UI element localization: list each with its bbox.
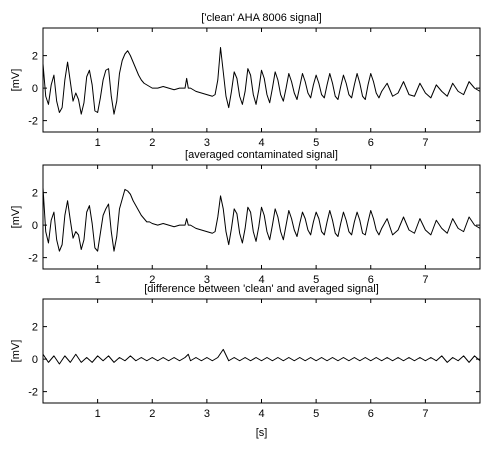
chart-2-title: [averaged contaminated signal] xyxy=(185,149,338,161)
chart-3-series-line xyxy=(42,348,481,365)
chart-1-xtick-label: 5 xyxy=(313,137,319,149)
chart-2-ylabel: [mV] xyxy=(10,206,22,229)
chart-1-series-line xyxy=(42,47,481,115)
chart-2-xtick-label: 5 xyxy=(313,274,319,286)
chart-2: 1 2 3 4 5 6 7 -2 0 2 [averaged contaminated signal… xyxy=(10,149,481,286)
chart-1-xtick-label: 7 xyxy=(422,137,428,149)
chart-2-xtick-label: 4 xyxy=(258,274,264,286)
chart-2-xtick-label: 2 xyxy=(149,274,155,286)
chart-3-ylabel: [mV] xyxy=(10,340,22,363)
chart-1-xtick-label: 1 xyxy=(95,137,101,149)
chart-3-plot-area xyxy=(43,299,480,403)
chart-1-plot-area xyxy=(43,28,480,132)
chart-3-xtick-label: 6 xyxy=(368,408,374,420)
chart-1-ytick-label: -2 xyxy=(28,116,38,128)
chart-3-ytick-label: 0 xyxy=(32,354,38,366)
chart-2-series-line xyxy=(42,187,481,252)
chart-1-xtick-label: 2 xyxy=(149,137,155,149)
chart-2-plot-area xyxy=(43,165,480,269)
chart-2-xtick-label: 6 xyxy=(368,274,374,286)
chart-3-xtick-label: 4 xyxy=(258,408,264,420)
chart-3-xtick-label: 5 xyxy=(313,408,319,420)
chart-1-ytick-label: 0 xyxy=(32,83,38,95)
chart-3: 1 2 3 4 5 6 7 -2 0 2 [difference between 'clean' a… xyxy=(10,283,481,439)
chart-1-ytick-label: 2 xyxy=(32,51,38,63)
chart-1-xtick-label: 4 xyxy=(258,137,264,149)
chart-3-title: [difference between 'clean' and averaged… xyxy=(144,283,379,295)
chart-1-xtick-label: 3 xyxy=(204,137,210,149)
chart-3-xlabel: [s] xyxy=(256,427,268,439)
chart-1-title: ['clean' AHA 8006 signal] xyxy=(201,12,321,24)
chart-2-xtick-label: 3 xyxy=(204,274,210,286)
chart-2-ytick-label: 2 xyxy=(32,188,38,200)
chart-1-xtick-label: 6 xyxy=(368,137,374,149)
chart-2-xtick-label: 7 xyxy=(422,274,428,286)
chart-3-xtick-label: 2 xyxy=(149,408,155,420)
chart-3-xtick-label: 1 xyxy=(95,408,101,420)
chart-2-ytick-label: -2 xyxy=(28,253,38,265)
chart-2-xtick-label: 1 xyxy=(95,274,101,286)
chart-3-ytick-label: 2 xyxy=(32,322,38,334)
chart-1-ylabel: [mV] xyxy=(10,69,22,92)
chart-1: 1 2 3 4 5 6 7 -2 0 2 ['clean' AHA 8006 signal] [mV] xyxy=(10,12,481,149)
chart-2-ytick-label: 0 xyxy=(32,220,38,232)
chart-3-xtick-label: 7 xyxy=(422,408,428,420)
chart-3-xtick-label: 3 xyxy=(204,408,210,420)
chart-3-ytick-label: -2 xyxy=(28,387,38,399)
